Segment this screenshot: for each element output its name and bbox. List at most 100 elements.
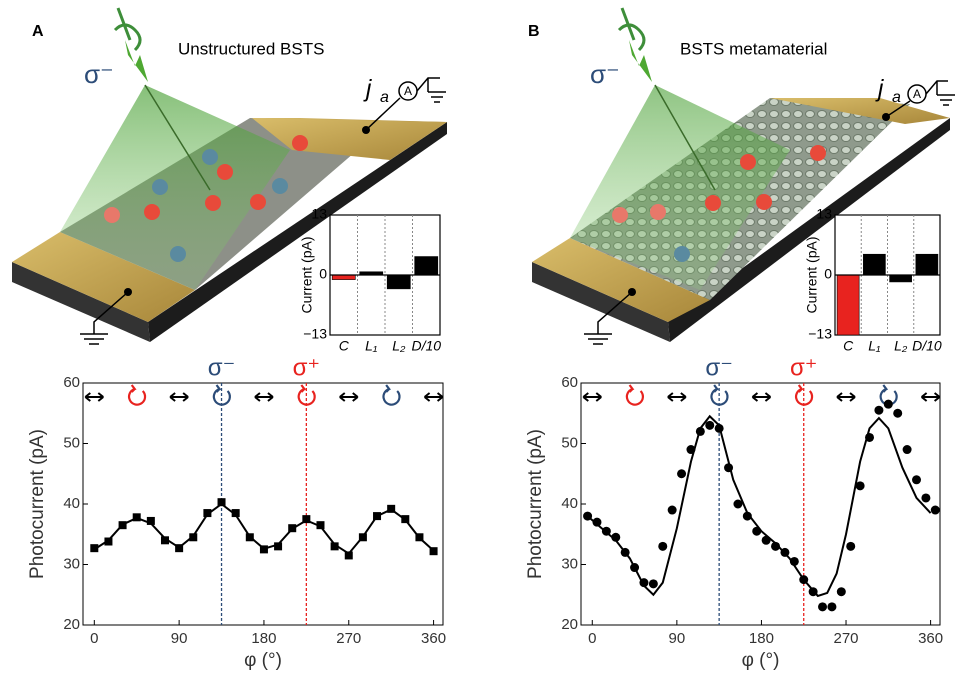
- electron: [740, 154, 756, 170]
- electron: [250, 194, 266, 210]
- panel-caption: BSTS metamaterial: [680, 39, 827, 58]
- reference-label: σ⁻: [208, 354, 235, 381]
- x-tick-label: 270: [336, 630, 361, 647]
- x-tick-label: 90: [669, 630, 686, 647]
- y-tick-label: −13: [808, 326, 832, 342]
- data-point: [883, 399, 893, 409]
- linear-polarization: [339, 392, 359, 402]
- light-wave: [617, 7, 646, 52]
- data-point: [274, 542, 283, 551]
- y-tick-label: 30: [561, 555, 578, 572]
- electron: [612, 207, 628, 223]
- current-label: j: [363, 75, 372, 102]
- y-axis-label: Photocurrent (pA): [525, 429, 546, 579]
- electron: [144, 204, 160, 220]
- bar: [836, 274, 860, 336]
- data-point: [231, 509, 240, 518]
- y-tick-label: 0: [319, 266, 327, 282]
- data-point: [742, 511, 752, 521]
- beam: [654, 84, 716, 191]
- linear-polarization: [254, 392, 274, 402]
- beam: [144, 84, 211, 191]
- circular-polarization: [710, 384, 729, 406]
- data-point: [344, 551, 353, 560]
- circular-polarization: [212, 384, 231, 406]
- data-point: [874, 405, 884, 415]
- wire: [365, 77, 446, 131]
- data-point: [921, 493, 931, 503]
- circular-polarization: [128, 384, 147, 406]
- linear-polarization: [751, 392, 772, 402]
- x-tick-label: 0: [90, 630, 98, 647]
- electron: [202, 149, 218, 165]
- x-tick-label: 180: [749, 630, 774, 647]
- x-tick-label: 90: [171, 630, 188, 647]
- linear-polarization: [667, 392, 687, 402]
- x-tick-label: C: [339, 338, 350, 354]
- y-tick-label: 13: [816, 206, 832, 222]
- electron: [705, 195, 721, 211]
- y-tick-label: 0: [824, 266, 832, 282]
- y-axis-label: Current (pA): [299, 236, 315, 313]
- data-point: [146, 516, 155, 525]
- bar: [915, 253, 939, 276]
- circular-polarization: [795, 384, 814, 406]
- bar: [386, 274, 411, 290]
- ground: [584, 291, 633, 345]
- y-tick-label: 50: [561, 434, 578, 451]
- data-point: [302, 515, 311, 524]
- slab-front: [532, 262, 670, 342]
- data-point: [667, 505, 677, 515]
- ammeter-label: A: [913, 87, 921, 101]
- linear-polarization: [582, 392, 602, 402]
- gold-pad: [770, 98, 950, 124]
- data-point: [429, 547, 438, 556]
- light-arrow: [629, 40, 652, 82]
- data-point: [330, 542, 339, 551]
- panel-caption: Unstructured BSTS: [178, 39, 324, 58]
- electron: [205, 195, 221, 211]
- data-point: [217, 498, 226, 507]
- wire: [885, 80, 955, 118]
- y-tick-label: 40: [63, 495, 80, 512]
- light-wave: [113, 7, 142, 52]
- slab-side: [668, 118, 950, 342]
- y-tick-label: 20: [561, 616, 578, 633]
- electron: [104, 207, 120, 223]
- electron: [674, 246, 690, 262]
- illustration-b: B BSTS metamaterial σ⁻ j a A: [528, 7, 955, 345]
- x-tick-label: L₁: [365, 338, 378, 354]
- data-point: [771, 541, 781, 551]
- data-point: [677, 469, 687, 479]
- y-tick-label: 13: [311, 206, 327, 222]
- ammeter-label: A: [404, 84, 412, 98]
- bar: [414, 256, 439, 276]
- data-point: [705, 420, 715, 430]
- x-tick-label: 180: [251, 630, 276, 647]
- data-point: [930, 505, 940, 515]
- reference-label: σ⁺: [790, 354, 817, 381]
- data-point: [836, 587, 846, 597]
- plot-area: [82, 382, 444, 626]
- contact: [362, 126, 370, 134]
- circular-polarization: [297, 384, 316, 406]
- electron: [170, 246, 186, 262]
- electron: [650, 204, 666, 220]
- y-tick-label: 60: [561, 374, 578, 391]
- slab-front: [12, 262, 150, 342]
- slab-side: [148, 122, 447, 342]
- current-subscript: a: [380, 89, 389, 106]
- panel-label: A: [32, 23, 44, 40]
- electron: [152, 179, 168, 195]
- light-cone: [570, 85, 790, 290]
- light-arrow: [125, 40, 148, 82]
- y-axis-label: Photocurrent (pA): [27, 429, 48, 579]
- linear-polarization: [423, 392, 444, 402]
- data-point: [893, 408, 903, 418]
- data-point: [160, 536, 169, 545]
- data-point: [846, 541, 856, 551]
- fit-line: [93, 502, 435, 555]
- polarization-label: σ⁻: [590, 59, 620, 89]
- reference-label: σ⁻: [705, 354, 732, 381]
